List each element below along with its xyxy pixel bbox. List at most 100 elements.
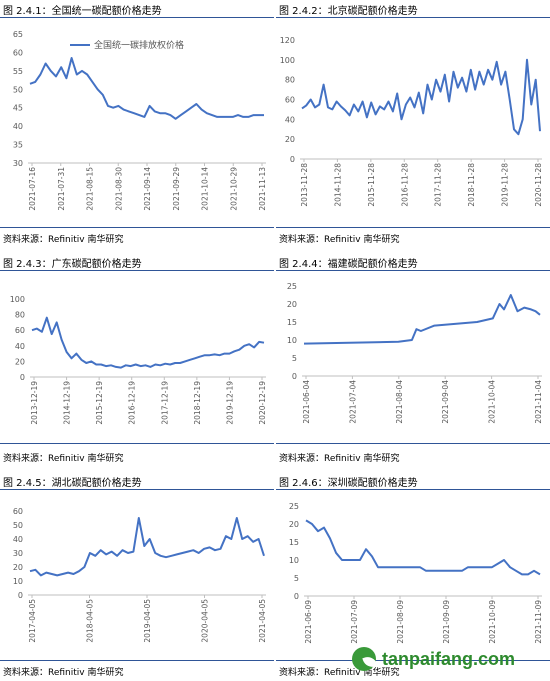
y-tick-label: 60 (15, 326, 25, 335)
x-tick-label: 2021-07-04 (348, 380, 357, 424)
y-tick-label: 35 (13, 141, 23, 150)
x-tick-label: 2015-12-19 (95, 381, 104, 425)
y-tick-label: 0 (18, 591, 23, 600)
y-tick-label: 20 (285, 135, 295, 144)
y-tick-label: 60 (13, 48, 23, 57)
y-tick-label: 100 (280, 56, 295, 65)
y-tick-label: 10 (287, 336, 297, 345)
x-tick-label: 2021-06-04 (302, 380, 311, 424)
source-note: 资料来源：Refinitiv 南华研究 (279, 235, 400, 245)
y-tick-label: 10 (289, 556, 299, 565)
y-tick-label: 25 (287, 282, 297, 291)
title-rule (0, 489, 274, 490)
x-tick-label: 2021-07-16 (28, 167, 37, 211)
y-tick-label: 55 (13, 67, 23, 76)
panel-chart-4: 图 2.4.4：福建碳配额价格走势 0 5 10 15 20 25 2021-06-04 20… (276, 253, 550, 448)
x-tick-label: 2021-10-04 (488, 380, 497, 424)
panel-chart-3: 图 2.4.3：广东碳配额价格走势 0 20 40 60 80 100 2013-12-19… (0, 253, 274, 448)
y-tick-label: 80 (285, 76, 295, 85)
source-rule (0, 660, 274, 661)
source-note: 资料来源：Refinitiv 南华研究 (3, 454, 124, 464)
series-line (29, 517, 265, 577)
title-rule (0, 17, 274, 18)
line-chart: 0 20 40 60 80 100 2013-12-19 2014-12-19 2015-12-… (10, 295, 267, 425)
panel-chart-6: 图 2.4.6：深圳碳配额价格走势 0 5 10 15 20 25 2021-06-09 20… (276, 472, 550, 662)
x-tick-label: 2021-08-15 (86, 167, 95, 211)
logo-icon (352, 647, 378, 671)
y-tick-label: 40 (13, 535, 23, 544)
y-tick-label: 60 (13, 507, 23, 516)
source-note: 资料来源：Refinitiv 南华研究 (279, 668, 400, 678)
series-line (305, 519, 541, 576)
x-tick-label: 2016-12-19 (128, 381, 137, 425)
x-tick-label: 2021-07-31 (57, 167, 66, 211)
chart-title: 图 2.4.6：深圳碳配额价格走势 (279, 478, 418, 489)
y-tick-label: 0 (292, 372, 297, 381)
x-tick-label: 2021-09-14 (143, 167, 152, 211)
source-note: 资料来源：Refinitiv 南华研究 (3, 235, 124, 245)
source-rule (0, 227, 274, 228)
line-chart: 30 35 40 45 50 55 60 65 2021-07-16 2021-07-31 2021… (13, 30, 267, 211)
watermark-text: tanpaifang.com (382, 649, 516, 669)
y-tick-label: 20 (15, 357, 25, 366)
x-tick-label: 2018-12-19 (193, 381, 202, 425)
x-tick-label: 2021-10-14 (201, 167, 210, 211)
y-tick-label: 45 (13, 104, 23, 113)
x-tick-label: 2018-04-05 (86, 599, 95, 643)
y-tick-label: 0 (290, 155, 295, 164)
x-tick-label: 2019-04-05 (143, 599, 152, 643)
watermark: tanpaifang.com (346, 643, 546, 677)
y-tick-label: 40 (15, 342, 25, 351)
line-chart: 0 5 10 15 20 25 2021-06-09 2021-07-09 2021-08-09… (289, 502, 543, 644)
x-tick-label: 2020-04-05 (201, 599, 210, 643)
series-line (31, 316, 265, 369)
y-tick-label: 20 (287, 300, 297, 309)
y-tick-label: 5 (292, 354, 297, 363)
x-tick-label: 2019-11-28 (501, 163, 510, 207)
y-tick-label: 25 (289, 502, 299, 511)
y-tick-label: 20 (13, 563, 23, 572)
y-tick-label: 40 (13, 122, 23, 131)
x-tick-label: 2017-11-28 (434, 163, 443, 207)
chart-title: 图 2.4.2：北京碳配额价格走势 (279, 6, 418, 17)
line-chart: 0 10 20 30 40 50 60 2017-04-05 2018-04-05 2019-04… (13, 507, 267, 643)
legend-label: 全国统一碳排放权价格 (94, 39, 184, 51)
y-tick-label: 20 (289, 520, 299, 529)
x-tick-label: 2021-11-04 (534, 380, 543, 424)
y-tick-label: 120 (280, 36, 295, 45)
panel-chart-2: 图 2.4.2：北京碳配额价格走势 0 20 40 60 80 100 120 2013-11… (276, 0, 550, 228)
y-tick-label: 0 (294, 592, 299, 601)
x-tick-label: 2017-12-19 (160, 381, 169, 425)
x-tick-label: 2017-04-05 (28, 599, 37, 643)
x-tick-label: 2013-11-28 (300, 163, 309, 207)
x-tick-label: 2021-09-29 (172, 167, 181, 211)
y-tick-label: 30 (13, 159, 23, 168)
x-tick-label: 2021-08-04 (395, 380, 404, 424)
x-tick-label: 2021-10-09 (488, 600, 497, 644)
x-tick-label: 2020-12-19 (258, 381, 267, 425)
x-tick-label: 2014-11-28 (333, 163, 342, 207)
source-rule (276, 660, 550, 661)
x-tick-label: 2021-04-05 (258, 599, 267, 643)
y-tick-label: 5 (294, 574, 299, 583)
title-rule (276, 270, 550, 271)
y-tick-label: 100 (10, 295, 25, 304)
y-tick-label: 40 (285, 115, 295, 124)
chart-title: 图 2.4.1：全国统一碳配额价格走势 (3, 6, 162, 17)
panel-chart-5: 图 2.4.5：湖北碳配额价格走势 0 10 20 30 40 50 60 2017-04-0… (0, 472, 274, 662)
x-tick-label: 2021-11-13 (258, 167, 267, 211)
x-tick-label: 2016-11-28 (400, 163, 409, 207)
source-note: 资料来源：Refinitiv 南华研究 (279, 454, 400, 464)
y-tick-label: 50 (13, 521, 23, 530)
chart-title: 图 2.4.3：广东碳配额价格走势 (3, 259, 142, 270)
chart-title: 图 2.4.5：湖北碳配额价格走势 (3, 478, 142, 489)
x-tick-label: 2021-08-30 (114, 167, 123, 211)
y-tick-label: 50 (13, 85, 23, 94)
chart-title: 图 2.4.4：福建碳配额价格走势 (279, 259, 418, 270)
y-tick-label: 80 (15, 311, 25, 320)
x-tick-label: 2021-08-09 (396, 600, 405, 644)
x-tick-label: 2019-12-19 (225, 381, 234, 425)
y-tick-label: 0 (20, 373, 25, 382)
series-line (303, 294, 541, 345)
x-tick-label: 2013-12-19 (30, 381, 39, 425)
